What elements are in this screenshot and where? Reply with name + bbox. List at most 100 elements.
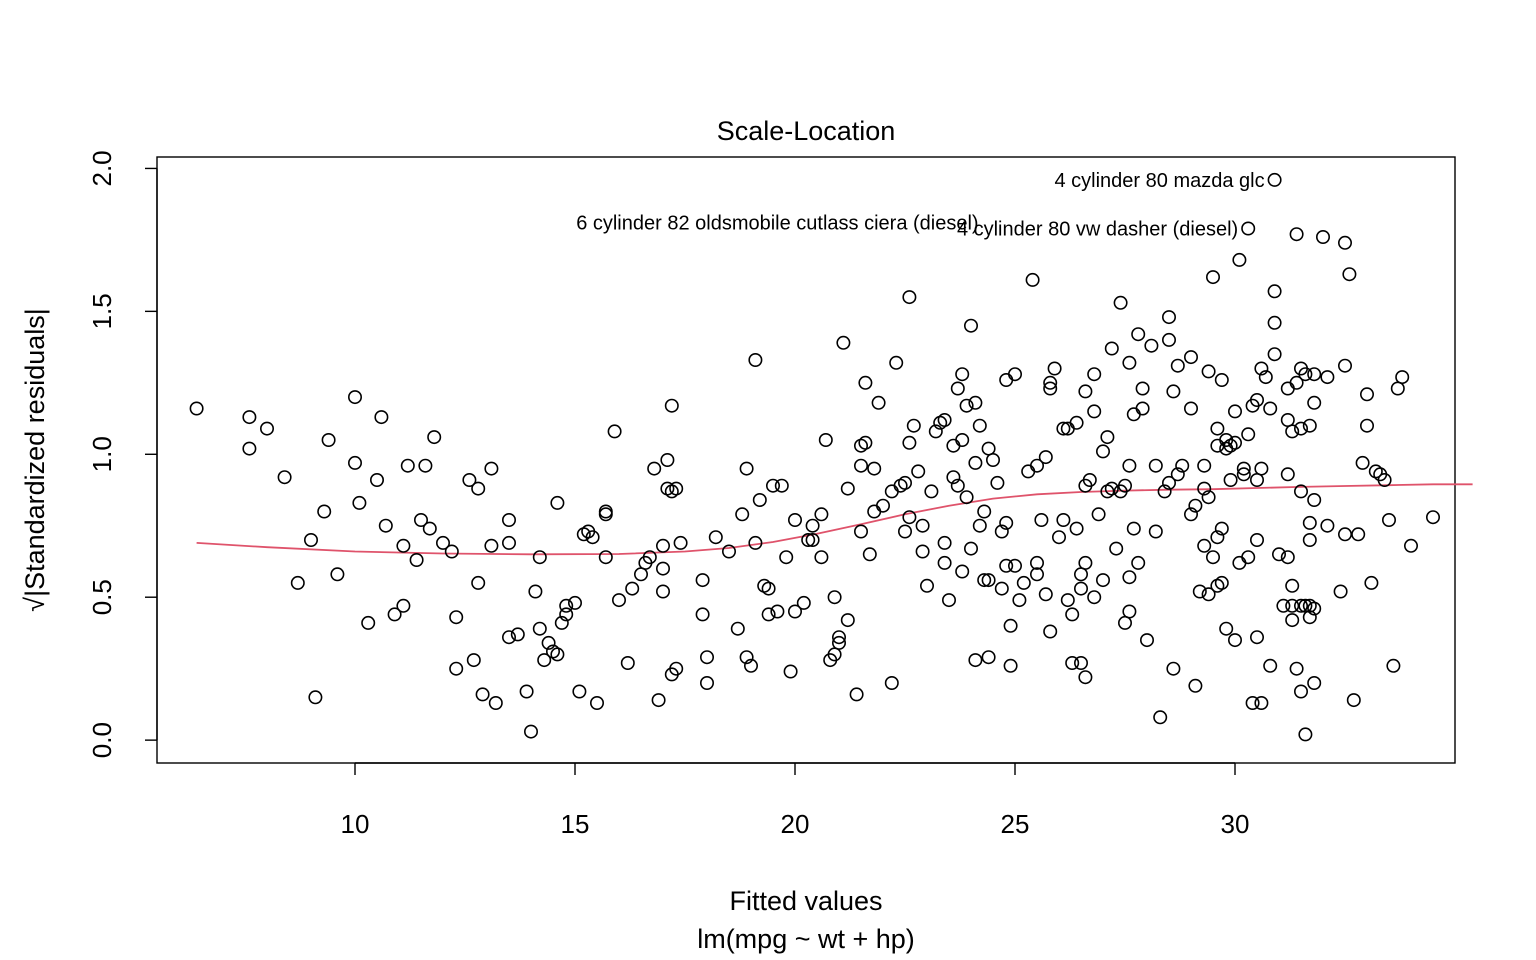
- data-point: [695, 573, 710, 588]
- data-point: [1267, 284, 1282, 299]
- data-point: [1302, 515, 1317, 530]
- data-point: [1285, 424, 1300, 439]
- data-point: [875, 498, 890, 513]
- data-point: [994, 581, 1009, 596]
- data-point: [1206, 550, 1221, 565]
- data-point: [743, 658, 758, 673]
- data-point: [625, 581, 640, 596]
- y-axis-label: √|Standardized residuals|: [20, 308, 50, 612]
- data-point: [1052, 530, 1067, 545]
- data-point: [1021, 464, 1036, 479]
- data-point: [1302, 418, 1317, 433]
- data-point: [919, 578, 934, 593]
- data-point: [1382, 512, 1397, 527]
- data-point: [981, 573, 996, 588]
- data-point: [1294, 684, 1309, 699]
- data-point: [858, 435, 873, 450]
- data-point: [999, 372, 1014, 387]
- data-point: [669, 481, 684, 496]
- data-point: [748, 352, 763, 367]
- data-point: [1166, 661, 1181, 676]
- data-point: [1236, 467, 1251, 482]
- data-point: [396, 538, 411, 553]
- data-point: [510, 627, 525, 642]
- y-tick-label: 1.5: [87, 293, 117, 329]
- data-point: [1250, 532, 1265, 547]
- plot-frame: [156, 156, 1456, 764]
- data-point: [449, 610, 464, 625]
- data-point: [963, 541, 978, 556]
- data-point: [1126, 407, 1141, 422]
- data-point: [1250, 392, 1265, 407]
- data-point: [537, 653, 552, 668]
- data-point: [466, 653, 481, 668]
- data-point: [501, 630, 516, 645]
- data-point: [550, 647, 565, 662]
- data-point: [660, 452, 675, 467]
- data-point: [955, 367, 970, 382]
- data-point: [1109, 541, 1124, 556]
- data-point: [968, 455, 983, 470]
- x-axis-label: Fitted values: [729, 886, 882, 916]
- data-point: [827, 590, 842, 605]
- data-point: [1316, 230, 1331, 245]
- data-point: [1254, 695, 1269, 710]
- data-point: [937, 555, 952, 570]
- data-point: [1338, 235, 1353, 250]
- data-point: [1206, 270, 1221, 285]
- data-point: [1030, 458, 1045, 473]
- data-point: [915, 518, 930, 533]
- data-point: [387, 607, 402, 622]
- x-tick-label: 25: [1001, 809, 1030, 839]
- data-point: [853, 438, 868, 453]
- data-point: [977, 573, 992, 588]
- data-point: [831, 630, 846, 645]
- data-point: [1254, 461, 1269, 476]
- data-point: [501, 535, 516, 550]
- data-point: [994, 524, 1009, 539]
- data-point: [303, 532, 318, 547]
- data-point: [642, 550, 657, 565]
- data-point: [1148, 524, 1163, 539]
- data-point: [1210, 438, 1225, 453]
- data-point: [748, 535, 763, 550]
- data-point: [1131, 327, 1146, 342]
- data-point: [1192, 584, 1207, 599]
- data-point: [519, 684, 534, 699]
- data-point: [471, 481, 486, 496]
- data-point: [189, 401, 204, 416]
- data-point: [1007, 558, 1022, 573]
- data-point: [972, 518, 987, 533]
- data-point: [1188, 498, 1203, 513]
- data-point: [840, 613, 855, 628]
- data-point: [1197, 538, 1212, 553]
- data-point: [655, 561, 670, 576]
- data-point: [1289, 661, 1304, 676]
- y-tick-label: 0.5: [87, 579, 117, 615]
- data-point: [559, 598, 574, 613]
- data-point: [1126, 521, 1141, 536]
- data-point: [1377, 472, 1392, 487]
- data-point: [796, 595, 811, 610]
- data-point: [1302, 610, 1317, 625]
- data-point: [1087, 404, 1102, 419]
- data-point: [1210, 578, 1225, 593]
- data-point: [1241, 427, 1256, 442]
- data-point: [1104, 481, 1119, 496]
- data-point: [765, 478, 780, 493]
- data-point: [1034, 512, 1049, 527]
- y-tick-label: 0.0: [87, 722, 117, 758]
- data-point: [1236, 461, 1251, 476]
- data-point: [1197, 458, 1212, 473]
- data-point: [941, 593, 956, 608]
- data-point: [1122, 570, 1137, 585]
- data-point: [611, 593, 626, 608]
- data-point: [413, 512, 428, 527]
- data-point: [1065, 655, 1080, 670]
- data-point: [1003, 658, 1018, 673]
- data-point: [1214, 575, 1229, 590]
- data-point: [836, 335, 851, 350]
- data-point: [1263, 401, 1278, 416]
- data-point: [862, 547, 877, 562]
- data-point: [1184, 401, 1199, 416]
